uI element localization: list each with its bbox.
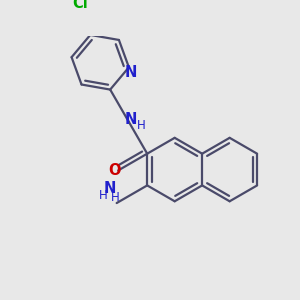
Text: H: H [137, 119, 146, 132]
Text: N: N [103, 182, 116, 196]
Text: H: H [110, 191, 119, 204]
Text: Cl: Cl [73, 0, 88, 11]
Text: H: H [99, 190, 108, 202]
Text: N: N [124, 112, 136, 128]
Text: O: O [108, 163, 121, 178]
Text: N: N [124, 65, 137, 80]
